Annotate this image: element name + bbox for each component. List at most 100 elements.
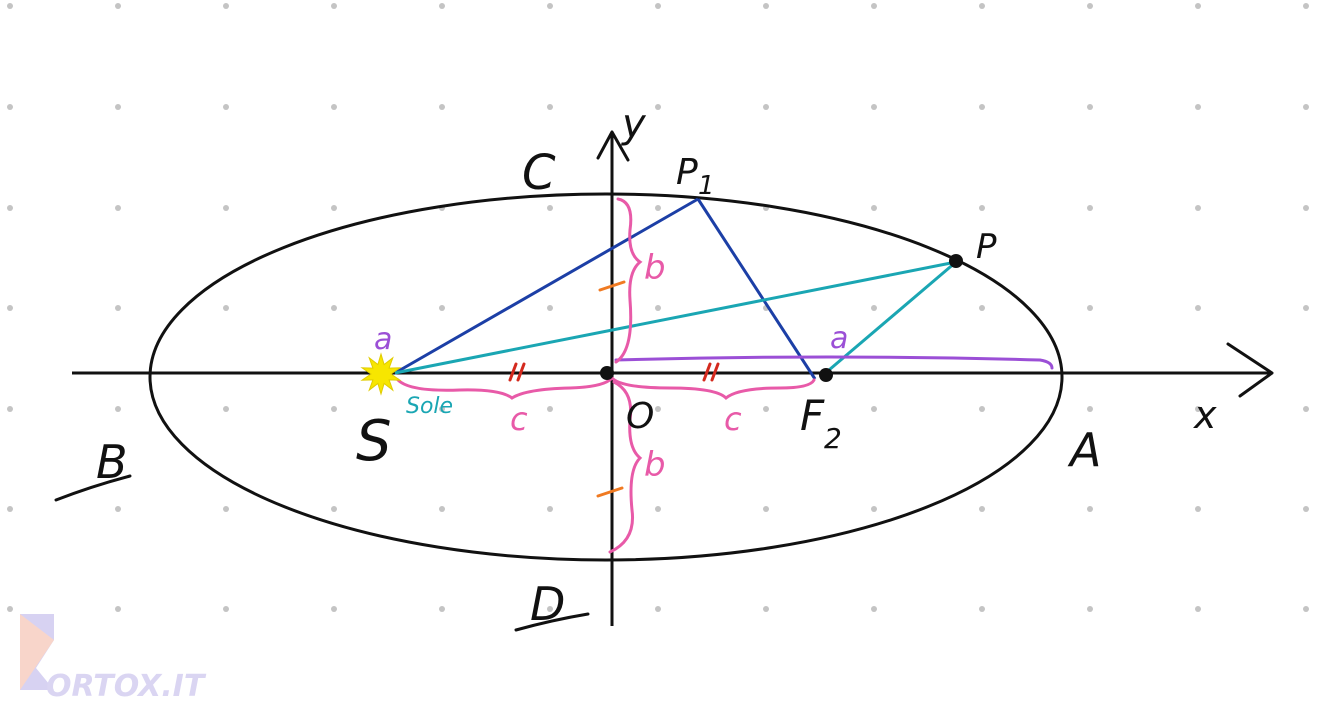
- sun-icon: [360, 352, 402, 396]
- grid-dot: [439, 305, 445, 311]
- grid-dot: [547, 606, 553, 612]
- grid-dot: [331, 606, 337, 612]
- label-y-axis: y: [621, 101, 647, 147]
- brace-c-left: [396, 376, 614, 400]
- grid-dot: [1303, 606, 1309, 612]
- grid-dot: [1087, 205, 1093, 211]
- label-focal-c-left: c: [510, 400, 528, 438]
- grid-dot: [1303, 406, 1309, 412]
- grid-dot: [439, 406, 445, 412]
- point-p: [949, 254, 963, 268]
- grid-dot: [655, 305, 661, 311]
- grid-dot: [979, 406, 985, 412]
- grid-dot: [7, 506, 13, 512]
- grid-dot: [115, 606, 121, 612]
- grid-dot: [1303, 3, 1309, 9]
- grid-dot: [331, 406, 337, 412]
- grid-dot: [547, 104, 553, 110]
- grid-dot: [7, 205, 13, 211]
- grid-dot: [1195, 3, 1201, 9]
- label-point-p1-sub: 1: [698, 171, 715, 201]
- grid-dot: [871, 205, 877, 211]
- grid-dot: [7, 3, 13, 9]
- line-p1-f2: [696, 198, 817, 380]
- label-focus-s: S: [356, 409, 392, 474]
- grid-dot: [439, 506, 445, 512]
- grid-dot: [1195, 406, 1201, 412]
- grid-dot: [763, 606, 769, 612]
- label-semi-major-a: a: [830, 321, 848, 356]
- grid-dot: [1303, 205, 1309, 211]
- grid-dot: [1195, 104, 1201, 110]
- grid-dot: [7, 104, 13, 110]
- grid-dot: [223, 406, 229, 412]
- tick-marks-orange: [596, 280, 626, 498]
- grid-dot: [1087, 406, 1093, 412]
- grid-dot: [763, 3, 769, 9]
- label-center-o: O: [626, 396, 654, 437]
- grid-dot: [1303, 305, 1309, 311]
- label-semi-minor-b-upper: b: [644, 248, 666, 288]
- point-o: [600, 366, 614, 380]
- grid-dot: [871, 3, 877, 9]
- label-semi-minor-b-lower: b: [644, 445, 666, 485]
- grid-dot: [979, 205, 985, 211]
- grid-dot: [115, 104, 121, 110]
- grid-dot: [439, 606, 445, 612]
- label-semi-major-a-sun: a: [374, 322, 392, 357]
- label-sun: Sole: [406, 394, 453, 419]
- label-point-p1: P: [676, 152, 698, 193]
- grid-dot: [547, 205, 553, 211]
- dot-grid: [7, 3, 1309, 612]
- grid-dot: [331, 205, 337, 211]
- line-s-p1: [394, 197, 699, 375]
- tick-marks-red: [508, 362, 720, 382]
- label-vertex-c: C: [522, 145, 556, 201]
- label-focus-f2-sub: 2: [824, 422, 842, 455]
- grid-dot: [223, 104, 229, 110]
- ellipse: [148, 192, 1064, 562]
- grid-dot: [115, 205, 121, 211]
- grid-dot: [439, 3, 445, 9]
- semi-major-line: [614, 355, 1054, 370]
- grid-dot: [1195, 606, 1201, 612]
- grid-dot: [655, 406, 661, 412]
- label-focal-c-right: c: [724, 400, 742, 438]
- grid-dot: [115, 305, 121, 311]
- grid-dot: [7, 406, 13, 412]
- grid-dot: [115, 406, 121, 412]
- point-f2: [819, 368, 833, 382]
- label-focus-f2: F: [800, 391, 825, 440]
- grid-dot: [979, 606, 985, 612]
- grid-dot: [331, 506, 337, 512]
- line-p-f2: [828, 260, 957, 372]
- grid-dot: [655, 606, 661, 612]
- grid-dot: [1087, 606, 1093, 612]
- grid-dot: [115, 3, 121, 9]
- grid-dot: [1087, 506, 1093, 512]
- grid-dot: [1303, 506, 1309, 512]
- grid-dot: [655, 205, 661, 211]
- grid-dot: [871, 506, 877, 512]
- grid-dot: [331, 3, 337, 9]
- grid-dot: [1195, 205, 1201, 211]
- grid-dot: [655, 3, 661, 9]
- brace-b-lower: [608, 380, 643, 554]
- grid-dot: [7, 606, 13, 612]
- grid-dot: [1087, 104, 1093, 110]
- grid-dot: [223, 3, 229, 9]
- grid-dot: [223, 205, 229, 211]
- grid-dot: [763, 104, 769, 110]
- watermark-text: ORTOX.IT: [46, 669, 207, 704]
- grid-dot: [331, 104, 337, 110]
- underline-d: [514, 612, 590, 632]
- grid-dot: [871, 606, 877, 612]
- brace-c-right: [610, 376, 816, 401]
- underline-b: [54, 474, 132, 502]
- watermark-logo: ORTOX.IT: [20, 614, 207, 704]
- label-point-p: P: [976, 227, 997, 267]
- grid-dot: [1087, 305, 1093, 311]
- brace-b-upper: [614, 197, 643, 364]
- grid-dot: [871, 305, 877, 311]
- grid-dot: [655, 104, 661, 110]
